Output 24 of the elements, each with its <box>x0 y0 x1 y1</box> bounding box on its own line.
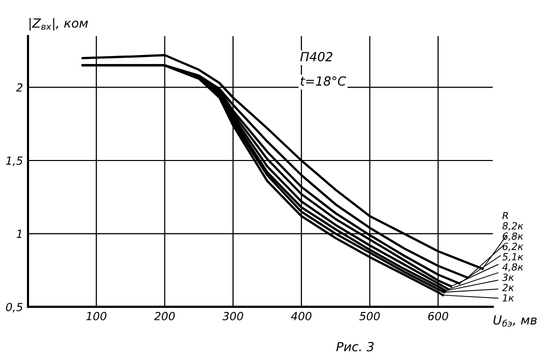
x-tick-label: 100 <box>86 312 106 320</box>
text: Рис. 3 <box>336 342 374 352</box>
y-tick-label: 1 <box>16 230 22 238</box>
y-axis-title: |Z$_{вх}$|, ком <box>30 18 88 31</box>
text: R <box>502 212 508 220</box>
legend-label: 3к <box>502 274 514 281</box>
x-tick-label: 300 <box>222 312 244 320</box>
x-tick-label: 200 <box>154 312 175 320</box>
y-tick-label: 2 <box>16 83 22 92</box>
text: 1к <box>502 294 514 302</box>
x-tick-label: 500 <box>359 312 380 320</box>
text: 4,8к <box>502 263 524 272</box>
text: П402 <box>300 52 332 62</box>
x-tick-label: 400 <box>291 312 312 320</box>
text: 2к <box>502 284 514 292</box>
x-axis-title: U$_{бэ}$, мв <box>494 315 537 327</box>
x-tick-label: 600 <box>428 312 448 320</box>
text: 6,2к <box>502 242 524 252</box>
text: 6,8к <box>502 232 524 241</box>
y-tick-label: 1,5 <box>6 156 23 166</box>
text: t=18°C <box>300 76 346 86</box>
text: 5,1к <box>502 253 524 262</box>
y-tick-label: 0,5 <box>6 302 23 312</box>
text: 8,2к <box>502 222 524 231</box>
